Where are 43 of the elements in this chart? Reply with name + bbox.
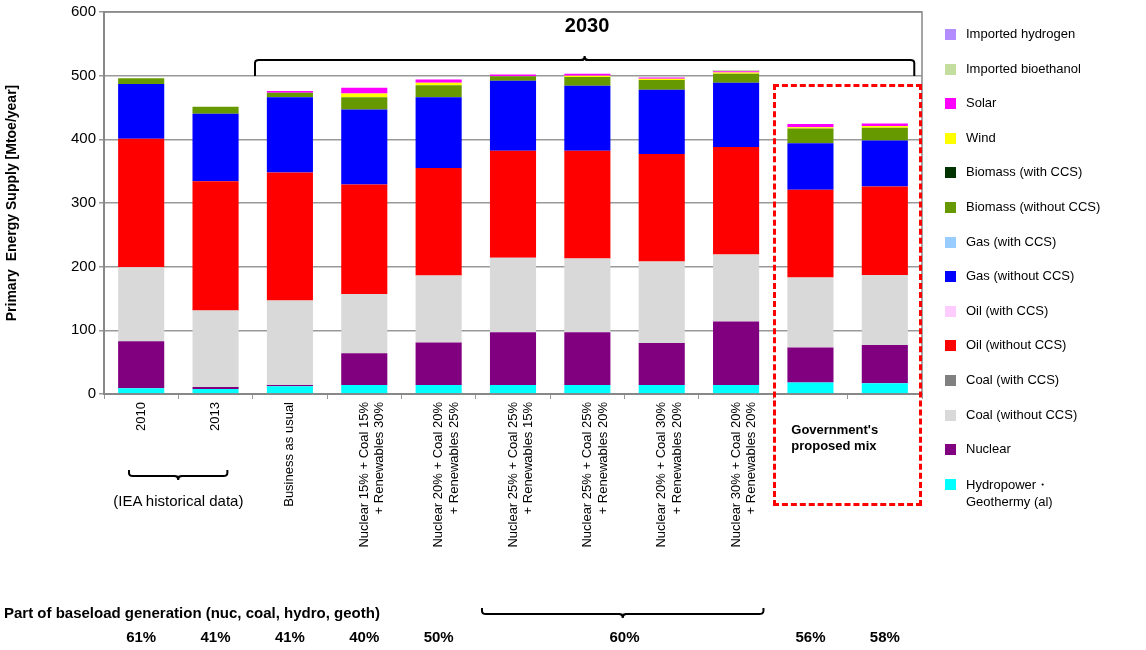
text: 41% <box>200 628 231 645</box>
text: 56% <box>795 628 826 645</box>
x-tick-label: Business as usual <box>281 401 297 507</box>
legend-label: Solar <box>966 95 997 111</box>
x-tick-label: Nuclear 30% + Coal 20% + Renewables 20% <box>727 401 759 548</box>
y-tick-label: 200 <box>70 256 96 274</box>
legend-label: Oil (with CCS) <box>966 302 1049 318</box>
text: 50% <box>423 628 454 645</box>
legend-label: Imported bioethanol <box>966 60 1081 76</box>
legend-label: Biomass (with CCS) <box>966 164 1083 180</box>
legend-label: Gas (with CCS) <box>966 233 1057 249</box>
legend-label: Hydropower・ Geothermy (al) <box>966 475 1053 509</box>
legend-label: Nuclear <box>966 441 1011 457</box>
text: 40% <box>349 628 380 645</box>
legend-label: Coal (with CCS) <box>966 371 1060 387</box>
x-tick-label: Nuclear 25% + Coal 25% + Renewables 20% <box>578 401 610 548</box>
x-tick-label: Nuclear 25% + Coal 25% + Renewables 15% <box>504 401 536 548</box>
y-tick-label: 0 <box>87 384 96 402</box>
y-tick-label: 100 <box>70 320 96 338</box>
text: 61% <box>126 628 157 645</box>
legend-label: Oil (without CCS) <box>966 337 1067 353</box>
annotation: 2030 <box>564 14 610 37</box>
legend-label: Biomass (without CCS) <box>966 198 1101 214</box>
x-tick-label: Nuclear 20% + Coal 30% + Renewables 20% <box>653 401 684 548</box>
text: 58% <box>869 628 900 645</box>
y-axis-title: Primary Energy Supply [Mtoe/year] <box>3 84 20 322</box>
legend-label: Gas (without CCS) <box>966 268 1075 284</box>
x-tick-label: Nuclear 20% + Coal 20% + Renewables 25% <box>430 401 461 548</box>
y-tick-label: 400 <box>70 129 96 147</box>
y-tick-label: 600 <box>70 2 96 20</box>
x-tick-label: 2010 <box>132 402 148 431</box>
y-tick-label: 500 <box>70 65 96 83</box>
legend-label: Wind <box>966 129 996 145</box>
text: 60% <box>609 628 640 645</box>
text: Government's proposed mix <box>791 422 880 455</box>
x-tick-label: 2013 <box>207 402 223 431</box>
text: 41% <box>274 628 305 645</box>
text: Part of baseload generation (nuc, coal, hydro, geoth) <box>4 604 380 621</box>
y-tick-label: 300 <box>70 193 96 211</box>
text: (IEA historical data) <box>113 492 244 509</box>
legend-label: Imported hydrogen <box>966 26 1076 41</box>
x-tick-label: Nuclear 15% + Coal 15% + Renewables 30% <box>355 401 387 548</box>
legend-label: Coal (without CCS) <box>966 406 1078 422</box>
